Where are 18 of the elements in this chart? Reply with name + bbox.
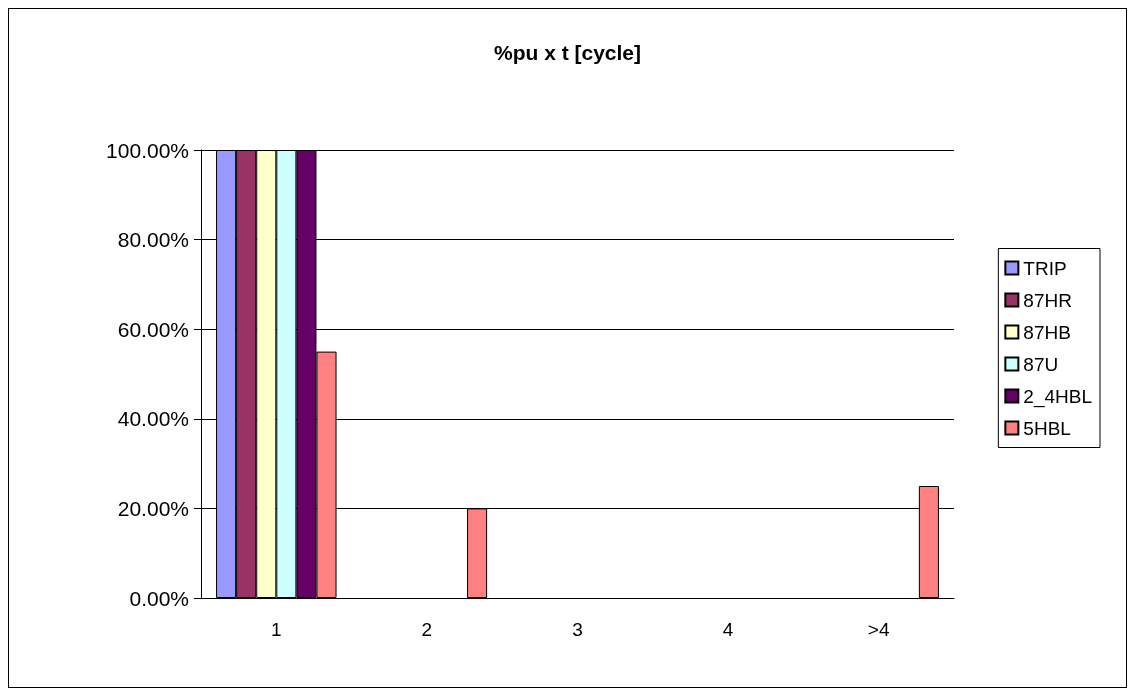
x-tick-label: 1 xyxy=(271,619,282,640)
chart-title: %pu x t [cycle] xyxy=(493,41,642,64)
x-tick-label: 4 xyxy=(722,619,734,640)
legend-label: 87HR xyxy=(1023,289,1072,311)
x-tick-label: 3 xyxy=(572,619,583,640)
legend-label: 2_4HBL xyxy=(1023,385,1093,408)
legend-label: 87U xyxy=(1023,353,1059,375)
y-tick-label: 0.00% xyxy=(129,586,189,610)
legend-label: 5HBL xyxy=(1023,417,1071,439)
y-tick-label: 60.00% xyxy=(117,317,189,341)
y-tick-label: 100.00% xyxy=(106,138,189,162)
legend-label: 87HB xyxy=(1023,321,1071,343)
x-tick-label: >4 xyxy=(867,619,890,640)
x-tick-label: 2 xyxy=(421,619,433,640)
legend-label: TRIP xyxy=(1023,257,1067,279)
y-tick-label: 20.00% xyxy=(117,496,189,520)
y-tick-label: 40.00% xyxy=(117,407,189,431)
y-tick-label: 80.00% xyxy=(117,228,189,252)
